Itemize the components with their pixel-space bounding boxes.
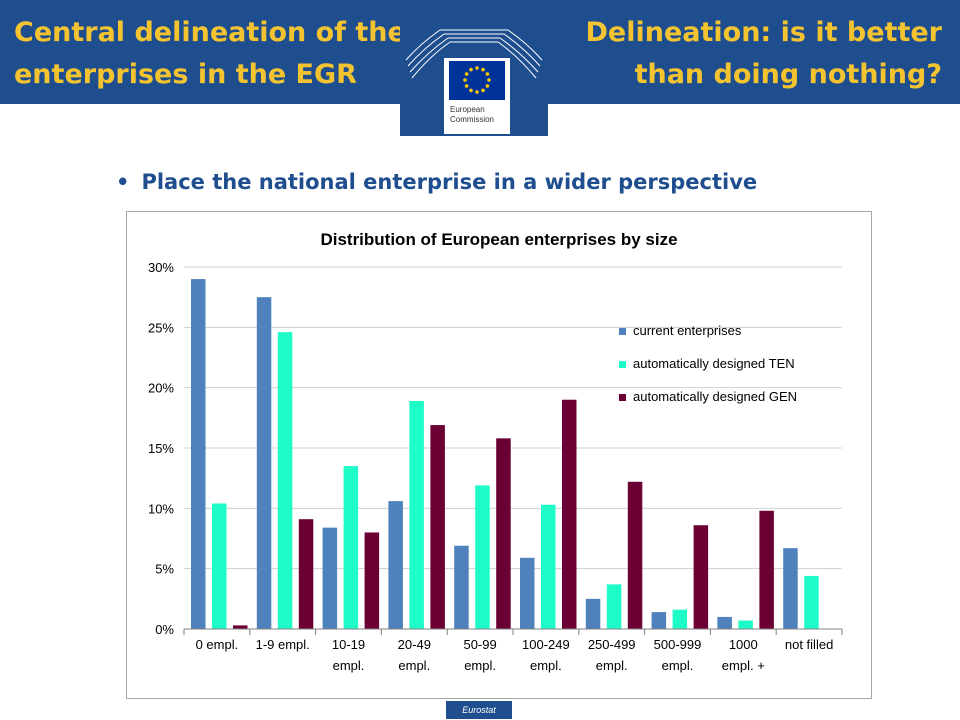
bar	[212, 503, 227, 629]
bar	[804, 575, 819, 629]
y-tick-label: 20%	[148, 381, 174, 396]
bar	[520, 557, 535, 629]
bar	[672, 609, 688, 629]
logo-text-commission: Commission	[450, 115, 494, 124]
bar	[562, 399, 577, 629]
bar	[409, 400, 424, 629]
y-tick-label: 5%	[155, 562, 174, 577]
bar	[298, 519, 314, 629]
bar	[277, 332, 293, 629]
x-tick-label: 100-249	[522, 637, 570, 652]
bar	[388, 501, 403, 629]
x-tick-label: 50-99	[463, 637, 496, 652]
bar	[738, 620, 753, 629]
x-tick-label: empl.	[596, 658, 628, 673]
x-tick-label: empl.	[398, 658, 430, 673]
bullet-text: Place the national enterprise in a wider…	[141, 170, 758, 194]
bar	[717, 616, 732, 629]
bar	[454, 545, 469, 629]
y-tick-label: 15%	[148, 441, 174, 456]
x-tick-label: 20-49	[398, 637, 431, 652]
bar	[496, 438, 511, 629]
bar-chart: Distribution of European enterprises by …	[148, 230, 843, 673]
slide-title-right: Delineation: is it better than doing not…	[585, 17, 942, 90]
x-tick-label: empl.	[464, 658, 496, 673]
y-tick-label: 25%	[148, 320, 174, 335]
x-tick-label: 10-19	[332, 637, 365, 652]
slide-title-left: Central delineation of the enterprises i…	[14, 17, 406, 90]
legend-swatch	[619, 328, 626, 335]
x-tick-label: 0 empl.	[196, 637, 239, 652]
x-tick-label: 500-999	[654, 637, 702, 652]
bar	[475, 485, 490, 629]
bar	[541, 504, 556, 629]
bar	[233, 625, 248, 629]
x-tick-label: empl.	[333, 658, 365, 673]
logo-building-lines	[405, 29, 543, 79]
footer-label: Eurostat	[446, 701, 512, 719]
bar	[627, 481, 643, 629]
bar	[343, 466, 359, 629]
bar	[430, 425, 445, 629]
chart-frame: Distribution of European enterprises by …	[126, 211, 872, 699]
legend-label: current enterprises	[633, 323, 742, 338]
x-tick-label: not filled	[785, 637, 833, 652]
x-tick-label: empl.	[662, 658, 694, 673]
x-tick-label: 250-499	[588, 637, 636, 652]
bar	[364, 532, 380, 629]
bar	[585, 598, 601, 629]
x-tick-label: 1-9 empl.	[256, 637, 310, 652]
eu-stars	[463, 66, 491, 94]
bullet-item: • Place the national enterprise in a wide…	[116, 170, 757, 194]
bar	[256, 297, 272, 629]
bar	[783, 548, 798, 629]
x-tick-label: 1000	[729, 637, 758, 652]
logo-text-european: European	[450, 105, 485, 114]
european-commission-logo: European Commission	[400, 0, 548, 136]
x-tick-label: empl. +	[722, 658, 765, 673]
bar	[693, 525, 709, 629]
bar	[606, 584, 622, 629]
legend-swatch	[619, 394, 626, 401]
bullet-dot: •	[116, 170, 130, 194]
legend-label: automatically designed GEN	[633, 389, 797, 404]
chart-title: Distribution of European enterprises by …	[320, 230, 677, 249]
y-tick-label: 0%	[155, 622, 174, 637]
y-tick-label: 10%	[148, 501, 174, 516]
legend-label: automatically designed TEN	[633, 356, 795, 371]
bar	[191, 279, 206, 629]
bar	[759, 510, 774, 629]
bar	[322, 527, 338, 629]
bar	[651, 612, 667, 629]
legend-swatch	[619, 361, 626, 368]
y-tick-label: 30%	[148, 260, 174, 275]
x-tick-label: empl.	[530, 658, 562, 673]
